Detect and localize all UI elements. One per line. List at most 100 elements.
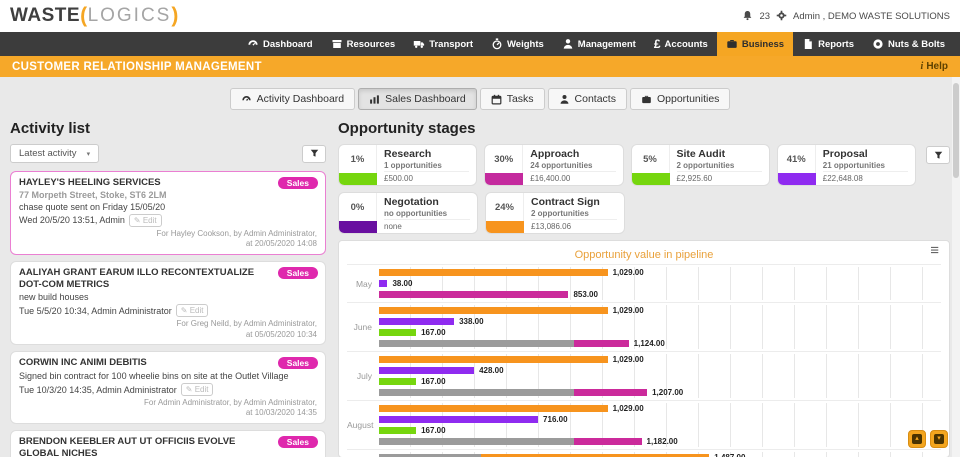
bar-segment-orange[interactable] — [379, 307, 608, 314]
page-scrollbar[interactable] — [952, 77, 960, 457]
stages-filter-button[interactable] — [926, 146, 950, 164]
nav-item-resources[interactable]: Resources — [322, 32, 405, 56]
scroll-up-button[interactable]: ▴ — [908, 430, 926, 448]
bar-segment-gray[interactable] — [379, 340, 575, 347]
chevron-down-icon: ▾ — [86, 150, 91, 158]
tab-opportunities[interactable]: Opportunities — [629, 88, 731, 110]
bar-row: 1,029.00 — [379, 403, 941, 414]
topbar: WASTE(LOGICS) 23 Admin , DEMO WASTE SOLU… — [0, 0, 960, 32]
bar-segment-magenta[interactable] — [574, 438, 642, 445]
nav-item-transport[interactable]: Transport — [404, 32, 482, 56]
nav-item-weights[interactable]: Weights — [482, 32, 553, 56]
bar-value-label: 1,182.00 — [646, 437, 678, 446]
tab-label: Sales Dashboard — [385, 93, 466, 105]
stage-card-proposal[interactable]: 41% Proposal 21 opportunities £22,648.08 — [776, 144, 916, 186]
nav-item-nuts-bolts[interactable]: Nuts & Bolts — [863, 32, 954, 56]
bar-segment-gray[interactable] — [379, 389, 575, 396]
bar-row: 716.00 — [379, 414, 941, 425]
activity-filter-button[interactable] — [302, 144, 326, 163]
info-icon: i — [920, 61, 924, 72]
activity-footer-line1: For Admin Administrator, by Admin Admini… — [144, 398, 317, 408]
bar-segment-orange[interactable] — [379, 269, 608, 276]
stage-color-swatch — [485, 173, 524, 185]
activity-note: Signed bin contract for 100 wheelie bins… — [19, 371, 289, 382]
tab-label: Opportunities — [656, 93, 720, 105]
edit-button[interactable]: ✎ Edit — [128, 213, 162, 227]
bar-segment-orange[interactable] — [379, 356, 608, 363]
bar-segment-gray[interactable] — [379, 454, 481, 457]
bar-segment-purple[interactable] — [379, 318, 455, 325]
bar-segment-orange[interactable] — [379, 405, 608, 412]
stage-count: 2 opportunities — [531, 209, 589, 218]
bar-segment-magenta[interactable] — [574, 389, 648, 396]
nav-item-reports[interactable]: Reports — [793, 32, 863, 56]
bar-value-label: 167.00 — [421, 426, 446, 435]
activity-sort-select[interactable]: Latest activity ▾ — [10, 144, 100, 163]
bar-segment-purple[interactable] — [379, 416, 539, 423]
tab-activity-dashboard[interactable]: Activity Dashboard — [229, 88, 356, 110]
edit-button[interactable]: ✎ Edit — [175, 304, 209, 318]
gear-icon[interactable] — [776, 10, 787, 22]
notification-count[interactable]: 23 — [759, 10, 771, 22]
month-label: July — [356, 371, 372, 381]
tab-contacts[interactable]: Contacts — [547, 88, 627, 110]
activity-datetime: Wed 20/5/20 13:51, Admin — [19, 215, 125, 226]
stage-card-research[interactable]: 1% Research 1 opportunities £500.00 — [338, 144, 478, 186]
bar-row: 428.00 — [379, 365, 941, 376]
stage-name: Negotation — [384, 196, 439, 208]
tab-tasks[interactable]: Tasks — [479, 88, 545, 110]
month-label: May — [355, 278, 372, 289]
nav-item-dashboard[interactable]: Dashboard — [238, 32, 322, 56]
bar-value-label: 338.00 — [459, 317, 484, 326]
bar-value-label: 1,124.00 — [633, 339, 665, 348]
content-area: Activity Dashboard Sales Dashboard Tasks… — [0, 77, 960, 457]
pound-icon: £ — [653, 37, 661, 51]
help-button[interactable]: i Help — [921, 61, 948, 72]
edit-button[interactable]: ✎ Edit — [180, 383, 214, 397]
stage-card-negotation[interactable]: 0% Negotation no opportunities none — [338, 192, 478, 234]
nav-item-accounts[interactable]: £ Accounts — [645, 32, 717, 56]
logo-paren-close: ) — [171, 4, 179, 27]
nav-item-management[interactable]: Management — [553, 32, 645, 56]
stage-card-site-audit[interactable]: 5% Site Audit 2 opportunities £2,925.60 — [630, 144, 770, 186]
tab-label: Activity Dashboard — [256, 93, 345, 105]
bar-row: 1,124.00 — [379, 338, 941, 349]
tab-sales-dashboard[interactable]: Sales Dashboard — [358, 88, 477, 110]
bar-segment-magenta[interactable] — [574, 340, 629, 347]
activity-card[interactable]: BRENDON KEEBLER AUT UT OFFICIIS EVOLVE G… — [10, 429, 326, 457]
briefcase-icon — [641, 94, 652, 105]
bar-segment-green[interactable] — [379, 427, 417, 434]
activity-footer-line1: For Hayley Cookson, by Admin Administrat… — [156, 228, 317, 238]
activity-card[interactable]: HAYLEY'S HEELING SERVICES Sales 77 Morpe… — [10, 171, 326, 255]
nav-label: Nuts & Bolts — [888, 38, 945, 50]
user-menu[interactable]: Admin , DEMO WASTE SOLUTIONS — [793, 10, 950, 22]
bar-segment-green[interactable] — [379, 329, 417, 336]
bar-segment-purple[interactable] — [379, 280, 388, 287]
bar-value-label: 167.00 — [421, 377, 446, 386]
bell-icon[interactable] — [742, 10, 753, 22]
activity-card[interactable]: AALIYAH GRANT EARUM ILLO RECONTEXTUALIZE… — [10, 260, 326, 346]
bar-segment-orange[interactable] — [480, 454, 710, 457]
bar-row: 1,029.00 — [379, 267, 941, 278]
nav-item-business[interactable]: Business — [716, 32, 794, 56]
stage-card-approach[interactable]: 30% Approach 24 opportunities £16,400.00 — [484, 144, 624, 186]
bar-segment-magenta[interactable] — [379, 291, 569, 298]
scroll-down-button[interactable]: ▾ — [930, 430, 948, 448]
bar-segment-purple[interactable] — [379, 367, 475, 374]
tab-label: Tasks — [506, 93, 534, 105]
activity-card[interactable]: CORWIN INC ANIMI DEBITIS Sales Signed bi… — [10, 351, 326, 424]
briefcase-icon — [726, 38, 738, 50]
bar-segment-gray[interactable] — [379, 438, 575, 445]
opportunity-stages-title: Opportunity stages — [338, 120, 476, 137]
stage-percent: 1% — [339, 145, 377, 185]
chart-menu-icon[interactable]: ≡ — [930, 242, 939, 259]
bar-segment-green[interactable] — [379, 378, 417, 385]
activity-footer-line2: at 05/05/2020 10:34 — [245, 329, 317, 339]
month-label: August — [347, 420, 374, 430]
sort-selected-value: Latest activity — [19, 148, 77, 159]
scrollbar-thumb[interactable] — [953, 83, 959, 178]
bar-value-label: 1,029.00 — [612, 306, 644, 315]
stage-card-contract-sign[interactable]: 24% Contract Sign 2 opportunities £13,08… — [485, 192, 625, 234]
nav-label: Management — [577, 38, 636, 50]
bar-value-label: 1,487.00 — [714, 453, 745, 457]
